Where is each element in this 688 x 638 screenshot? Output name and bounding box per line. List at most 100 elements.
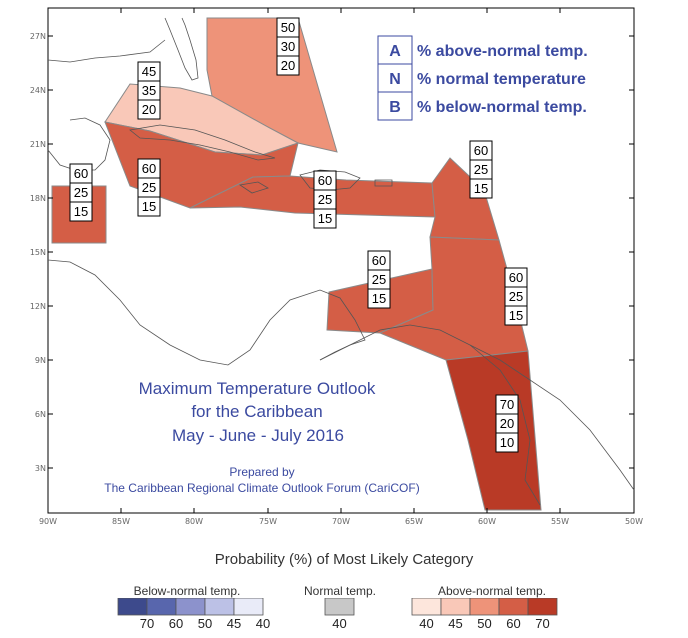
legend-box-A: [377, 35, 413, 65]
above-tick: 40: [419, 616, 434, 631]
y-tick-label: 21N: [30, 140, 46, 149]
above-tick: 70: [535, 616, 550, 631]
prob-value: 60: [372, 253, 386, 268]
prob-cell: [504, 305, 528, 326]
prob-box-guianas: 70 20 10: [495, 394, 519, 453]
prob-cell: [469, 178, 493, 199]
prob-value: 25: [142, 180, 156, 195]
coast-cuba: [129, 124, 276, 161]
below-tick: 45: [226, 616, 242, 631]
coast-hispaniola: [299, 169, 361, 191]
legend-text: % below-normal temp.: [417, 99, 587, 116]
title-line-1: Maximum Temperature Outlook: [139, 379, 376, 398]
x-tick-label: 75W: [259, 517, 277, 526]
above-swatch: [440, 598, 471, 616]
y-tick-label: 27N: [30, 32, 46, 41]
y-tick-label: 6N: [35, 410, 46, 419]
legend-letter: N: [389, 71, 401, 88]
y-tick-label: 15N: [30, 248, 46, 257]
x-tick-label: 70W: [332, 517, 350, 526]
normal-label: Normal temp.: [303, 584, 377, 598]
map-title: Maximum Temperature Outlook for the Cari…: [139, 379, 376, 445]
region-guianas: [445, 350, 542, 511]
coast-central-america: [47, 259, 366, 366]
prob-box-bahamas: 50 30 20: [276, 17, 300, 76]
above-tick: 60: [506, 616, 521, 631]
above-swatch: [469, 598, 500, 616]
legend-text: % normal temperature: [417, 71, 586, 88]
credit-block: Prepared by The Caribbean Regional Clima…: [104, 465, 419, 495]
above-swatch: [498, 598, 529, 616]
x-tick-label: 60W: [478, 517, 496, 526]
x-tick-label: 55W: [551, 517, 569, 526]
below-swatch: [233, 598, 264, 616]
y-tick-label: 18N: [30, 194, 46, 203]
x-tick-label: 65W: [405, 517, 423, 526]
above-tick: 45: [448, 616, 463, 631]
below-tick: 40: [255, 616, 271, 631]
prob-cell: [69, 201, 93, 222]
prob-value: 50: [281, 20, 295, 35]
prob-value: 60: [318, 173, 332, 188]
coast-gulf: [47, 39, 166, 63]
above-tick: 50: [477, 616, 492, 631]
normal-tick: 40: [332, 616, 347, 631]
prob-value: 15: [509, 308, 523, 323]
prob-value: 20: [142, 102, 156, 117]
below-tick: 70: [139, 616, 155, 631]
prob-cell: [367, 288, 391, 309]
prob-box-hispaniola-pr: 60 25 15: [313, 170, 337, 229]
prob-box-windward-islands: 60 25 15: [504, 267, 528, 326]
prob-cell: [137, 196, 161, 217]
prob-box-abc-islands: 60 25 15: [367, 250, 391, 309]
y-tick-label: 3N: [35, 464, 46, 473]
prob-value: 15: [142, 199, 156, 214]
probability-labels: 50 30 20 45 35 20 60 25 15 60 25 15 60 25 15 60 25 15 60 25…: [69, 17, 528, 453]
below-tick: 50: [197, 616, 213, 631]
prob-box-leeward-islands: 60 25 15: [469, 140, 493, 199]
prob-value: 60: [474, 143, 488, 158]
prob-cell: [276, 55, 300, 76]
above-swatch: [527, 598, 558, 616]
legend-box-B: [377, 91, 413, 121]
legend-letter: B: [389, 99, 401, 116]
prob-box-cayman-jamaica: 60 25 15: [137, 158, 161, 217]
legend-letter: A: [389, 43, 401, 60]
x-tick-label: 90W: [39, 517, 57, 526]
below-normal-label: Below-normal temp.: [133, 584, 241, 598]
colorbar-title: Probability (%) of Most Likely Category: [214, 551, 474, 568]
x-tick-label: 80W: [185, 517, 203, 526]
prob-value: 30: [281, 39, 295, 54]
coast-jamaica: [238, 181, 269, 194]
credit-line-1: Prepared by: [229, 465, 294, 479]
forecast-regions: [51, 17, 542, 511]
prob-value: 60: [142, 161, 156, 176]
prob-cell: [313, 208, 337, 229]
category-legend: A % above-normal temp. N % normal temperatu…: [377, 35, 588, 121]
below-swatch: [117, 598, 148, 616]
prob-value: 25: [372, 272, 386, 287]
prob-value: 20: [500, 416, 514, 431]
prob-value: 25: [474, 162, 488, 177]
below-tick: 60: [168, 616, 184, 631]
x-tick-label: 85W: [112, 517, 130, 526]
coast-yucatan: [47, 117, 111, 171]
legend-text: % above-normal temp.: [417, 43, 588, 60]
above-normal-label: Above-normal temp.: [437, 584, 547, 598]
normal-swatch: [324, 598, 355, 616]
prob-cell: [137, 99, 161, 120]
prob-value: 25: [318, 192, 332, 207]
colorbar-swatches: [117, 598, 558, 616]
below-swatch: [175, 598, 206, 616]
colorbar: [117, 598, 558, 616]
prob-value: 35: [142, 83, 156, 98]
y-tick-label: 9N: [35, 356, 46, 365]
legend-box-N: [377, 63, 413, 93]
credit-line-2: The Caribbean Regional Climate Outlook F…: [104, 481, 419, 495]
prob-value: 25: [74, 185, 88, 200]
prob-value: 15: [74, 204, 88, 219]
coast-guianas: [469, 344, 541, 506]
prob-value: 15: [372, 291, 386, 306]
